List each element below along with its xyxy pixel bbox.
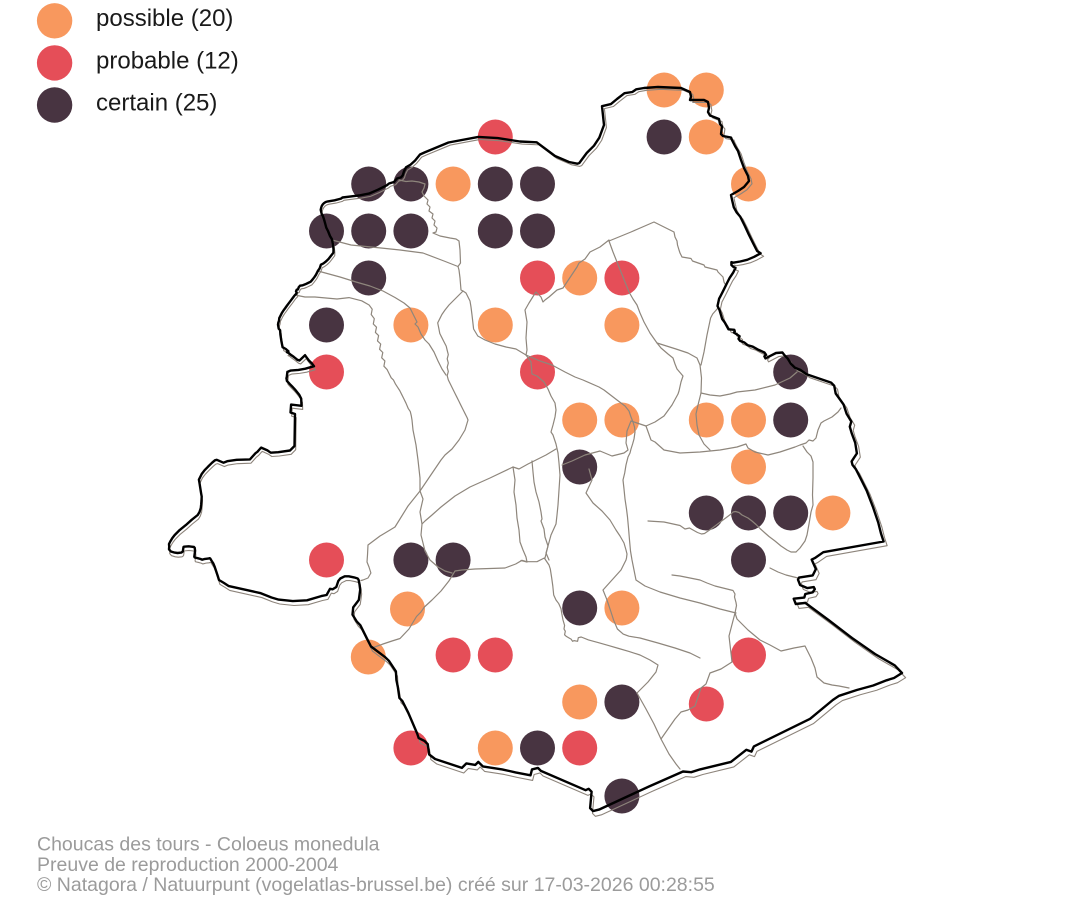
svg-text:Preuve de reproduction 2000-20: Preuve de reproduction 2000-2004 <box>37 854 339 876</box>
svg-text:certain (25): certain (25) <box>96 89 217 116</box>
svg-text:© Natagora / Natuurpunt (vogel: © Natagora / Natuurpunt (vogelatlas-brus… <box>37 874 715 896</box>
svg-text:Choucas des tours - Coloeus mo: Choucas des tours - Coloeus monedula <box>37 834 380 856</box>
svg-text:possible (20): possible (20) <box>96 5 233 32</box>
svg-text:probable (12): probable (12) <box>96 47 239 74</box>
